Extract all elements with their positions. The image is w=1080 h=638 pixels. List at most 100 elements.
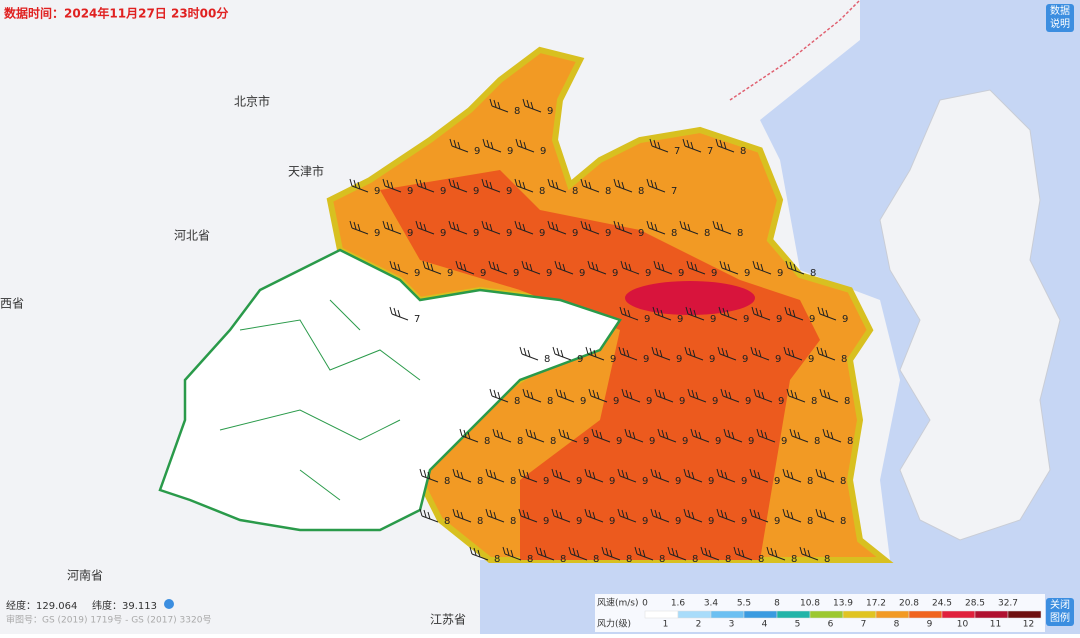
wind-barb xyxy=(822,428,842,443)
wind-barb xyxy=(522,98,542,113)
location-icon[interactable] xyxy=(164,599,174,609)
strong-wind-area xyxy=(380,170,820,560)
wind-level-label: 9 xyxy=(612,268,618,279)
legend-swatch xyxy=(908,610,943,619)
wind-level-label: 9 xyxy=(748,436,754,447)
wind-barb xyxy=(621,388,641,403)
wind-barb xyxy=(700,546,720,561)
wind-barb xyxy=(515,138,535,153)
wind-level-label: 8 xyxy=(514,396,520,407)
wind-level-label: 8 xyxy=(444,516,450,527)
wind-barb xyxy=(657,428,677,443)
legend-speed-label: 10.8 xyxy=(800,599,820,609)
wind-level-label: 9 xyxy=(643,354,649,365)
wind-level-label: 9 xyxy=(543,476,549,487)
wind-barb xyxy=(502,546,522,561)
wind-barb xyxy=(481,220,501,235)
legend-speed-label: 28.5 xyxy=(965,599,985,609)
wind-barb xyxy=(717,346,737,361)
wind-level-label: 9 xyxy=(708,516,714,527)
legend-force-label: 3 xyxy=(729,620,735,630)
wind-barb xyxy=(646,178,666,193)
wind-barb xyxy=(749,508,769,523)
wind-barb xyxy=(481,178,501,193)
wind-barb xyxy=(716,468,736,483)
wind-barb xyxy=(684,346,704,361)
wind-level-label: 9 xyxy=(610,354,616,365)
place-label: 河南省 xyxy=(67,568,103,583)
wind-barb xyxy=(489,388,509,403)
wind-level-label: 9 xyxy=(676,354,682,365)
info-button[interactable] xyxy=(1046,4,1074,32)
place-label: 江苏省 xyxy=(430,613,466,627)
wind-level-label: 9 xyxy=(645,268,651,279)
wind-barb xyxy=(815,468,835,483)
legend-force-label: 12 xyxy=(1023,620,1034,630)
wind-level-label: 8 xyxy=(514,106,520,117)
close-legend-button[interactable] xyxy=(1046,598,1074,626)
wind-level-label: 9 xyxy=(473,228,479,239)
wind-barb xyxy=(782,468,802,483)
legend-speed-label: 20.8 xyxy=(899,599,919,609)
wind-level-label: 9 xyxy=(539,228,545,239)
wind-level-label: 8 xyxy=(811,396,817,407)
wind-level-label: 8 xyxy=(510,516,516,527)
wind-level-label: 9 xyxy=(741,476,747,487)
close-legend-label[interactable]: 关闭图例 xyxy=(1050,600,1070,624)
legend-speed-label: 17.2 xyxy=(866,599,886,609)
wind-level-label: 9 xyxy=(808,354,814,365)
wind-level-label: 8 xyxy=(840,516,846,527)
wind-level-label: 9 xyxy=(711,268,717,279)
wind-barb xyxy=(718,306,738,321)
wind-level-label: 9 xyxy=(712,396,718,407)
info-button-label[interactable]: 数据说明 xyxy=(1050,6,1070,30)
wind-barb xyxy=(459,428,479,443)
wind-barb xyxy=(389,306,409,321)
wind-barb xyxy=(723,428,743,443)
wind-barb xyxy=(552,346,572,361)
place-label: 西省 xyxy=(0,297,24,311)
wind-level-label: 9 xyxy=(506,228,512,239)
wind-barb xyxy=(782,508,802,523)
legend-swatch xyxy=(677,610,712,619)
wind-level-label: 9 xyxy=(577,354,583,365)
wind-barb xyxy=(619,306,639,321)
wind-level-label: 9 xyxy=(842,314,848,325)
wind-level-label: 9 xyxy=(616,436,622,447)
wind-barb xyxy=(617,468,637,483)
wind-barb xyxy=(455,260,475,275)
wind-barb xyxy=(650,508,670,523)
wind-level-label: 8 xyxy=(824,554,830,565)
legend-speed-label: 8 xyxy=(774,599,780,609)
legend-swatch xyxy=(941,610,976,619)
wind-level-label: 8 xyxy=(517,436,523,447)
wind-level-label: 9 xyxy=(474,146,480,157)
wind-barb xyxy=(690,428,710,443)
wind-barb xyxy=(419,468,439,483)
legend-force-label: 10 xyxy=(957,620,969,630)
wind-level-label: 8 xyxy=(544,354,550,365)
wind-barb xyxy=(588,388,608,403)
wind-barb xyxy=(646,220,666,235)
wind-barb xyxy=(687,388,707,403)
wind-barb xyxy=(591,428,611,443)
wind-level-label: 8 xyxy=(807,516,813,527)
wind-barb xyxy=(422,260,442,275)
legend-force-label: 5 xyxy=(795,620,801,630)
wind-level-label: 8 xyxy=(692,554,698,565)
wind-barb xyxy=(349,178,369,193)
wind-level-label: 9 xyxy=(675,516,681,527)
wind-barb xyxy=(580,220,600,235)
wind-barb xyxy=(649,138,669,153)
wind-level-label: 9 xyxy=(809,314,815,325)
wind-barb xyxy=(799,546,819,561)
wind-level-label: 8 xyxy=(510,476,516,487)
legend-force-label: 4 xyxy=(762,620,768,630)
wind-level-label: 9 xyxy=(540,146,546,157)
wind-level-label: 9 xyxy=(679,396,685,407)
wind-barb xyxy=(415,220,435,235)
wind-barb xyxy=(752,260,772,275)
legend-swatch xyxy=(842,610,877,619)
wind-barb xyxy=(686,260,706,275)
wind-barb xyxy=(785,260,805,275)
